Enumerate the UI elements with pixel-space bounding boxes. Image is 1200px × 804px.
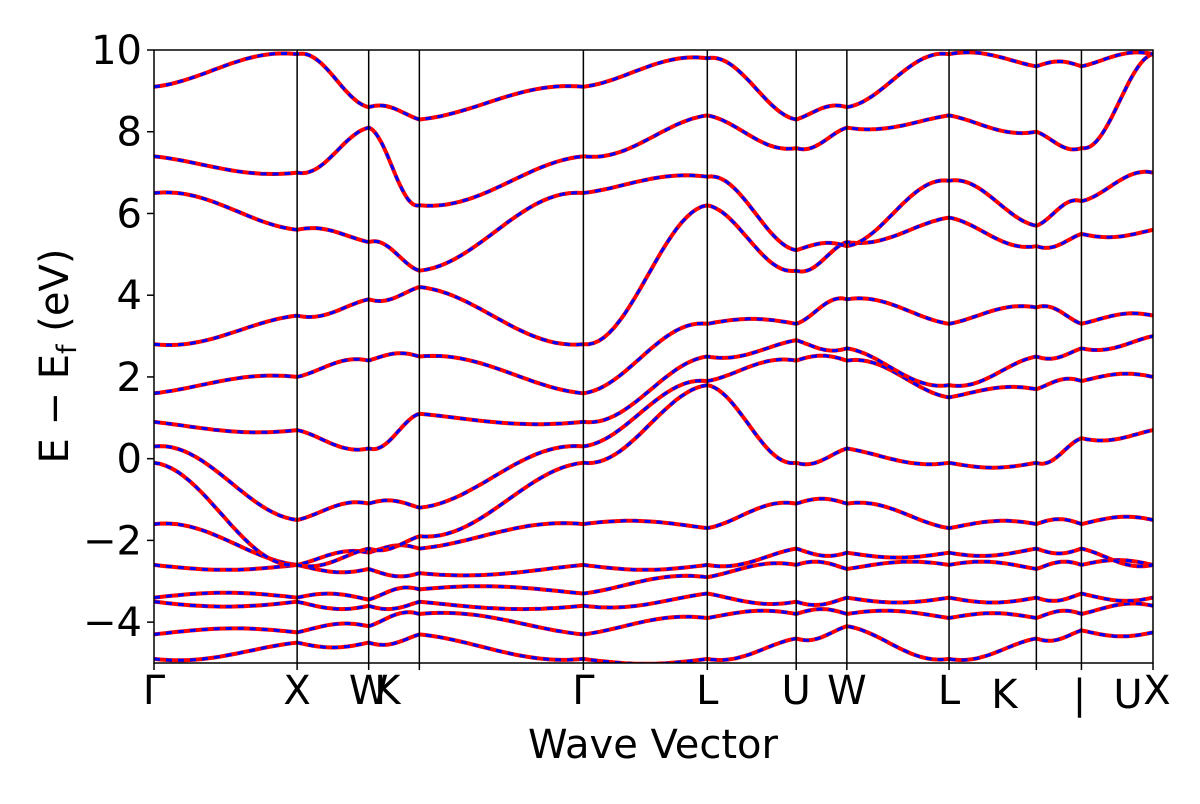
y-axis-label-unit: (eV) (32, 249, 78, 345)
band-line-dashed (154, 50, 1153, 121)
band-line-solid (154, 334, 1153, 452)
band-line-solid (154, 296, 1153, 396)
y-axis-label: E − Ef (eV) (32, 249, 83, 464)
band-line-dashed (154, 334, 1153, 452)
x-tick-label: U (782, 668, 811, 714)
band-line-solid (154, 353, 1153, 522)
x-axis-ticks: Γ X WK Γ L U W L K | U X (143, 663, 1171, 718)
x-tick-label: L (938, 668, 961, 714)
y-tick-label: 4 (117, 273, 142, 319)
y-axis-ticks: −4 −2 0 2 4 6 8 10 (83, 28, 154, 646)
bands-layer (154, 50, 1153, 663)
symmetry-lines (296, 50, 1083, 663)
y-tick-label: 8 (117, 110, 142, 156)
band-line-dashed (154, 602, 1153, 636)
band-line-solid (154, 52, 1153, 208)
x-tick-label: W (827, 668, 867, 714)
y-axis-label-subscript: f (52, 343, 83, 354)
y-tick-label: 2 (117, 355, 142, 401)
y-tick-label: 10 (91, 28, 142, 74)
x-tick-label: W (349, 668, 389, 714)
x-tick-label: L (696, 668, 719, 714)
x-tick-label: | (1073, 672, 1086, 718)
band-line-dashed (154, 354, 1153, 522)
x-tick-label: X (283, 668, 310, 714)
band-line-dashed (154, 547, 1153, 578)
x-tick-label: Γ (572, 668, 595, 714)
band-line-dashed (154, 624, 1153, 663)
band-line-dashed (154, 592, 1153, 611)
band-line-dashed (154, 558, 1153, 602)
y-tick-label: −2 (83, 518, 142, 564)
x-tick-label: U (1113, 672, 1142, 718)
plot-frame (153, 49, 1154, 664)
y-tick-label: 0 (117, 437, 142, 483)
x-tick-label: K (991, 672, 1019, 718)
band-line-dashed (154, 170, 1153, 273)
band-line-solid (154, 169, 1153, 273)
x-tick-label: K (374, 668, 402, 714)
band-line-solid (154, 50, 1153, 122)
band-line-dashed (154, 383, 1153, 568)
y-tick-label: 6 (117, 191, 142, 237)
band-line-dashed (154, 203, 1153, 347)
x-tick-label: Γ (143, 668, 166, 714)
band-line-dashed (154, 497, 1153, 567)
x-tick-label: X (1143, 668, 1170, 714)
band-line-solid (154, 383, 1153, 569)
y-tick-label: −4 (83, 600, 142, 646)
band-line-dashed (154, 296, 1153, 395)
band-line-solid (154, 203, 1153, 347)
y-axis-label-main: E − E (32, 354, 78, 464)
x-axis-label: Wave Vector (528, 722, 779, 768)
band-line-dashed (154, 52, 1153, 208)
